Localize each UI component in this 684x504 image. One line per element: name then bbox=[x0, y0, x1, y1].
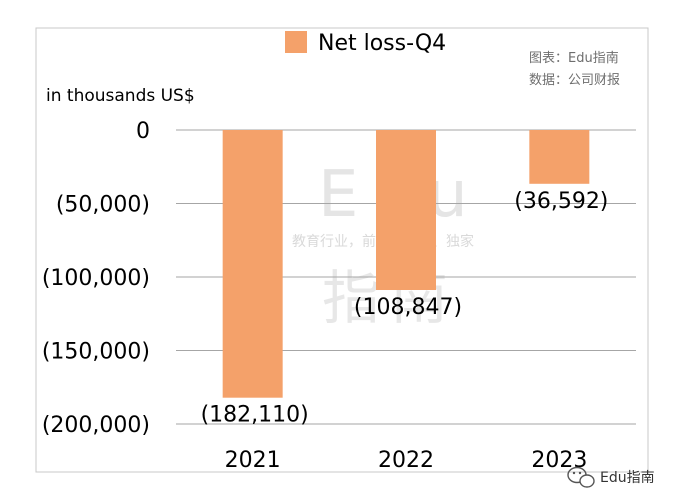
y-tick-label: (150,000) bbox=[42, 340, 150, 365]
y-tick-label: (200,000) bbox=[42, 413, 150, 438]
y-tick-label: (100,000) bbox=[42, 266, 150, 291]
y-tick-labels: 0 (50,000) (100,000) (150,000) (200,000) bbox=[42, 119, 150, 438]
x-tick-label: 2021 bbox=[225, 448, 281, 473]
brand-badge: Edu指南 bbox=[567, 466, 655, 488]
bar bbox=[222, 130, 283, 398]
data-labels: (182,110) (108,847) (36,592) bbox=[201, 189, 609, 428]
chart-credit: 图表：Edu指南 bbox=[529, 50, 619, 66]
y-axis-unit-label: in thousands US$ bbox=[46, 86, 195, 106]
chart-frame bbox=[35, 27, 649, 473]
bar bbox=[529, 130, 590, 184]
legend-label: Net loss-Q4 bbox=[318, 31, 446, 56]
bars bbox=[222, 130, 590, 398]
data-label: (108,847) bbox=[354, 295, 462, 320]
wechat-icon bbox=[567, 466, 595, 488]
x-tick-label: 2023 bbox=[531, 448, 587, 473]
y-tick-label: 0 bbox=[136, 119, 150, 144]
bar bbox=[376, 130, 436, 291]
legend-swatch bbox=[285, 31, 307, 53]
y-tick-label: (50,000) bbox=[56, 193, 150, 218]
data-credit: 数据：公司财报 bbox=[529, 73, 620, 88]
data-label: (182,110) bbox=[201, 403, 309, 428]
x-tick-labels: 2021 2022 2023 bbox=[225, 448, 588, 473]
brand-label: Edu指南 bbox=[600, 470, 655, 486]
x-tick-label: 2022 bbox=[378, 448, 434, 473]
legend: Net loss-Q4 bbox=[285, 31, 446, 56]
data-label: (36,592) bbox=[514, 189, 608, 214]
